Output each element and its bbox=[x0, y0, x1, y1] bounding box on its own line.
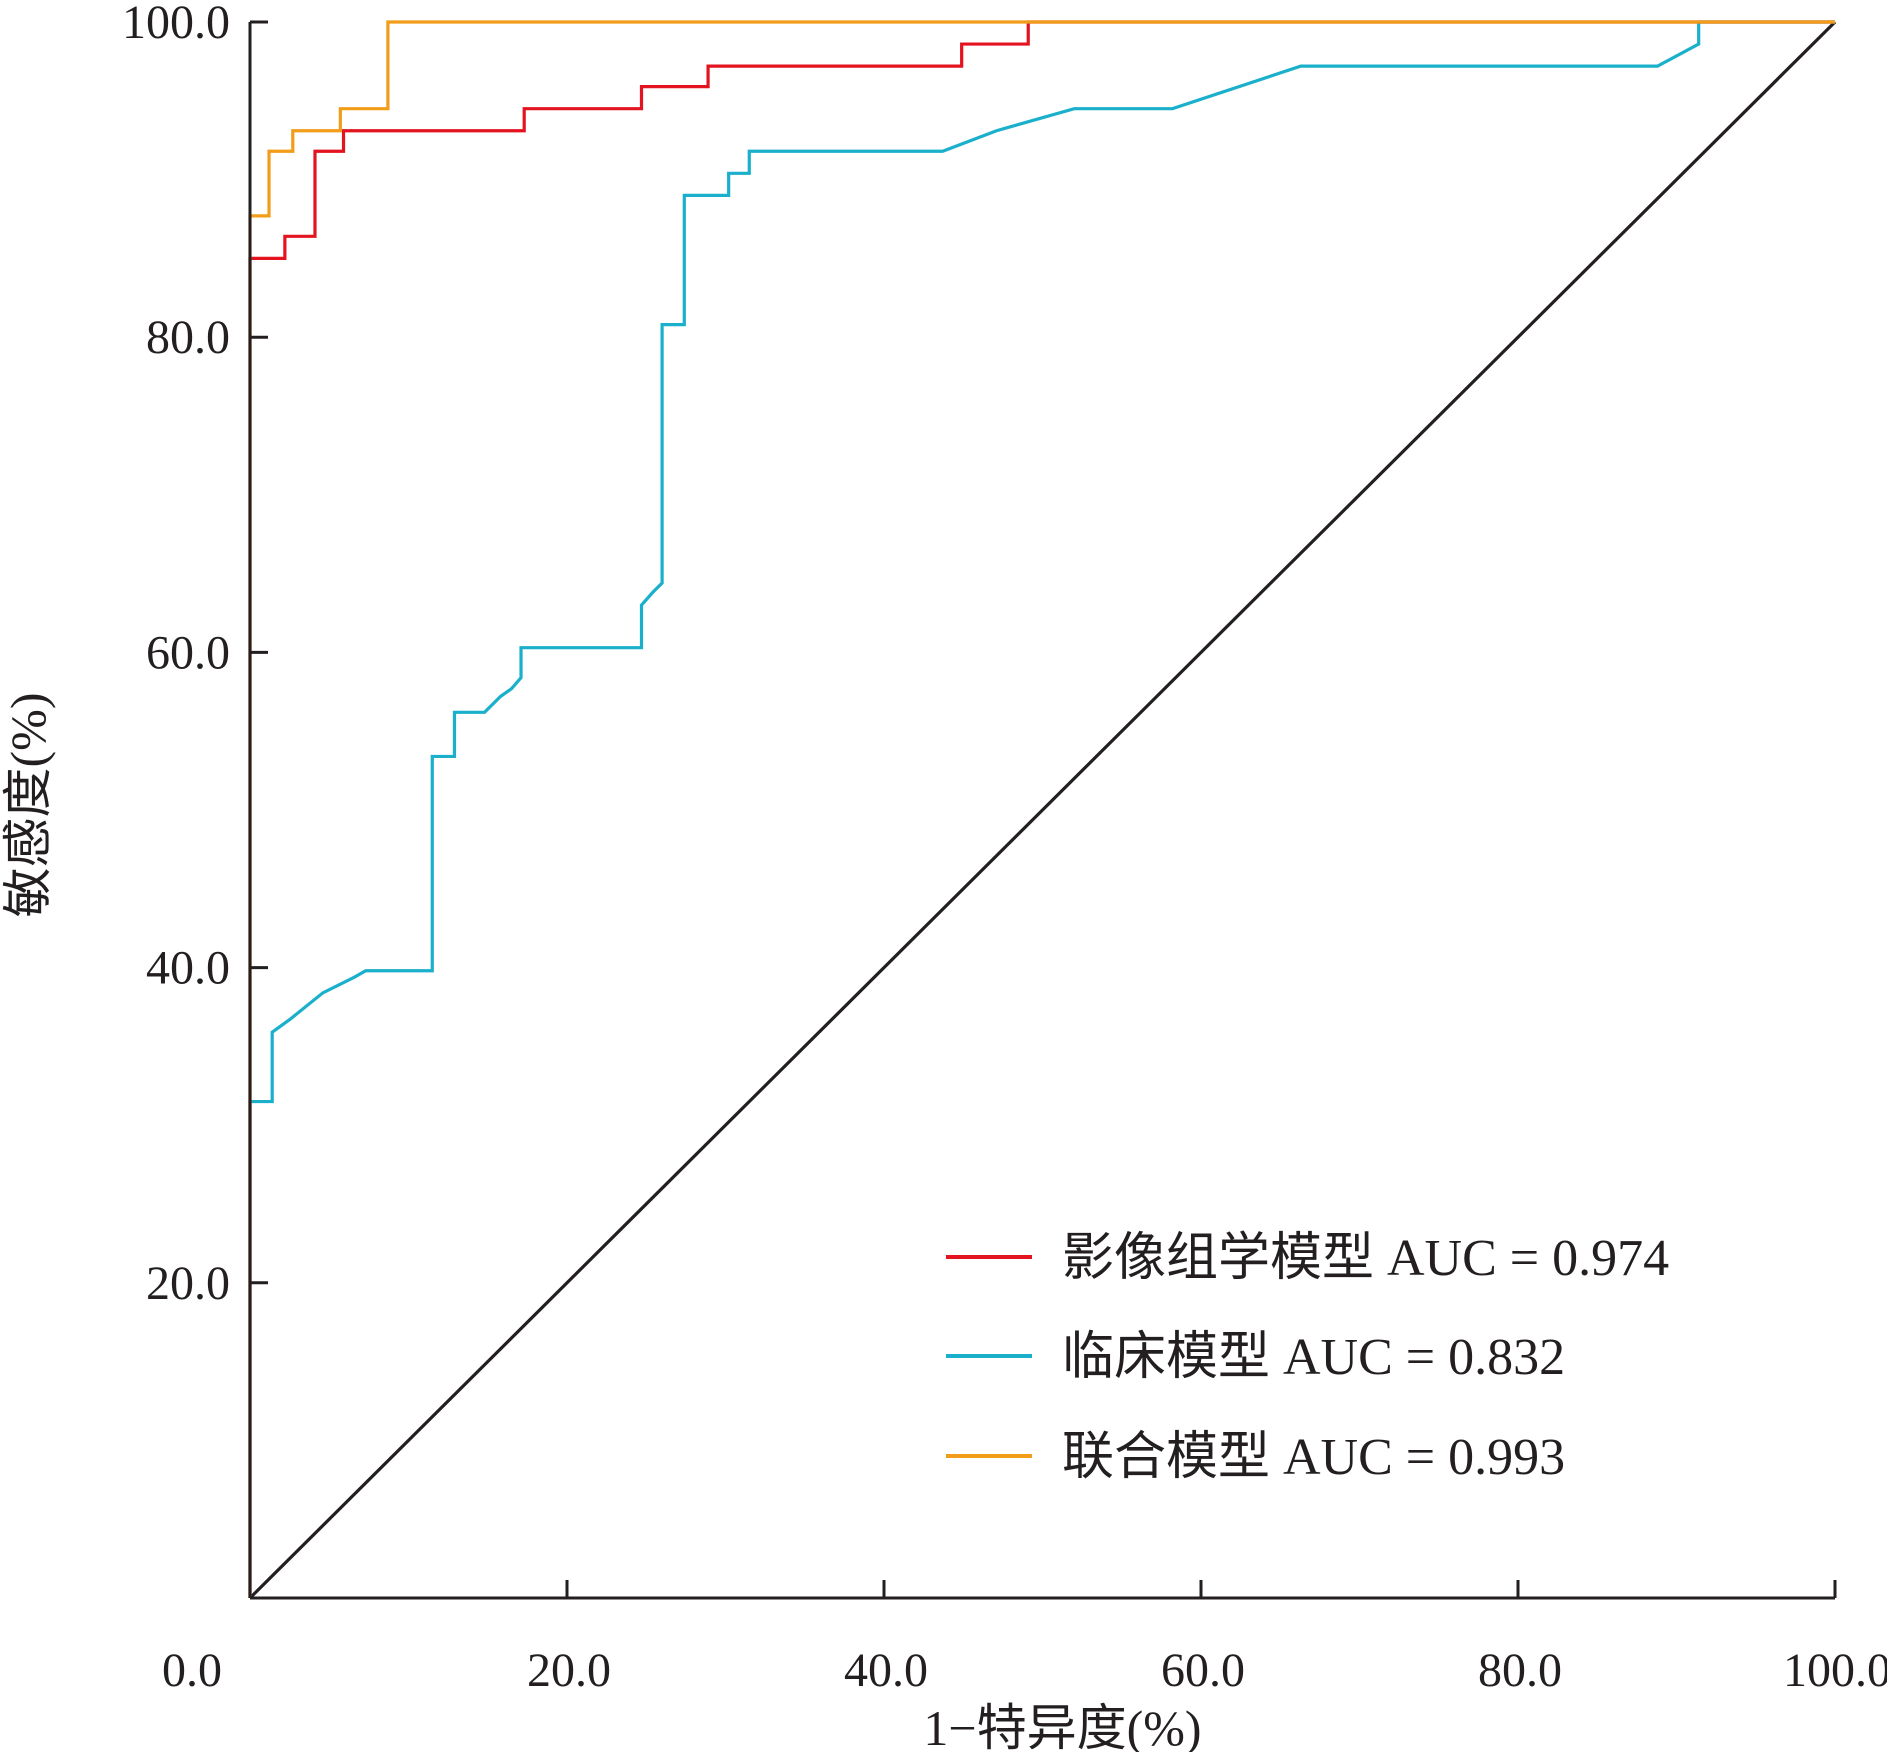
y-tick-label: 20.0 bbox=[146, 1257, 230, 1310]
series-line-2 bbox=[248, 20, 1835, 1598]
x-tick-label: 0.0 bbox=[162, 1644, 222, 1697]
y-axis-title: 敏感度(%) bbox=[0, 693, 56, 918]
legend-label-3: 联合模型 AUC = 0.993 bbox=[1062, 1429, 1565, 1486]
x-tick-label: 40.0 bbox=[844, 1644, 928, 1697]
legend-label-1: 影像组学模型 AUC = 0.974 bbox=[1062, 1230, 1669, 1287]
y-tick-label: 60.0 bbox=[146, 626, 230, 679]
x-tick-label: 80.0 bbox=[1478, 1644, 1562, 1697]
y-tick-label: 40.0 bbox=[146, 942, 230, 995]
x-tick-label: 20.0 bbox=[527, 1644, 611, 1697]
reference-diagonal-line bbox=[248, 20, 1837, 1600]
plot-area bbox=[248, 20, 1837, 1600]
series-line-1 bbox=[248, 20, 1835, 1598]
y-tick-label: 100.0 bbox=[122, 0, 230, 49]
x-axis-title: 1−特异度(%) bbox=[923, 1700, 1201, 1752]
x-tick-label: 100.0 bbox=[1783, 1644, 1887, 1697]
legend-label-2: 临床模型 AUC = 0.832 bbox=[1062, 1329, 1565, 1386]
legend: 影像组学模型 AUC = 0.974 临床模型 AUC = 0.832 联合模型 A… bbox=[946, 1230, 1669, 1486]
axes bbox=[248, 22, 1835, 1600]
series-line-3 bbox=[248, 20, 1835, 1598]
x-tick-label: 60.0 bbox=[1161, 1644, 1245, 1697]
y-tick-label: 80.0 bbox=[146, 311, 230, 364]
ticks: 0.0 20.0 40.0 60.0 80.0 100.0 20.0 40.0 60.0 80.0… bbox=[122, 0, 1887, 1697]
